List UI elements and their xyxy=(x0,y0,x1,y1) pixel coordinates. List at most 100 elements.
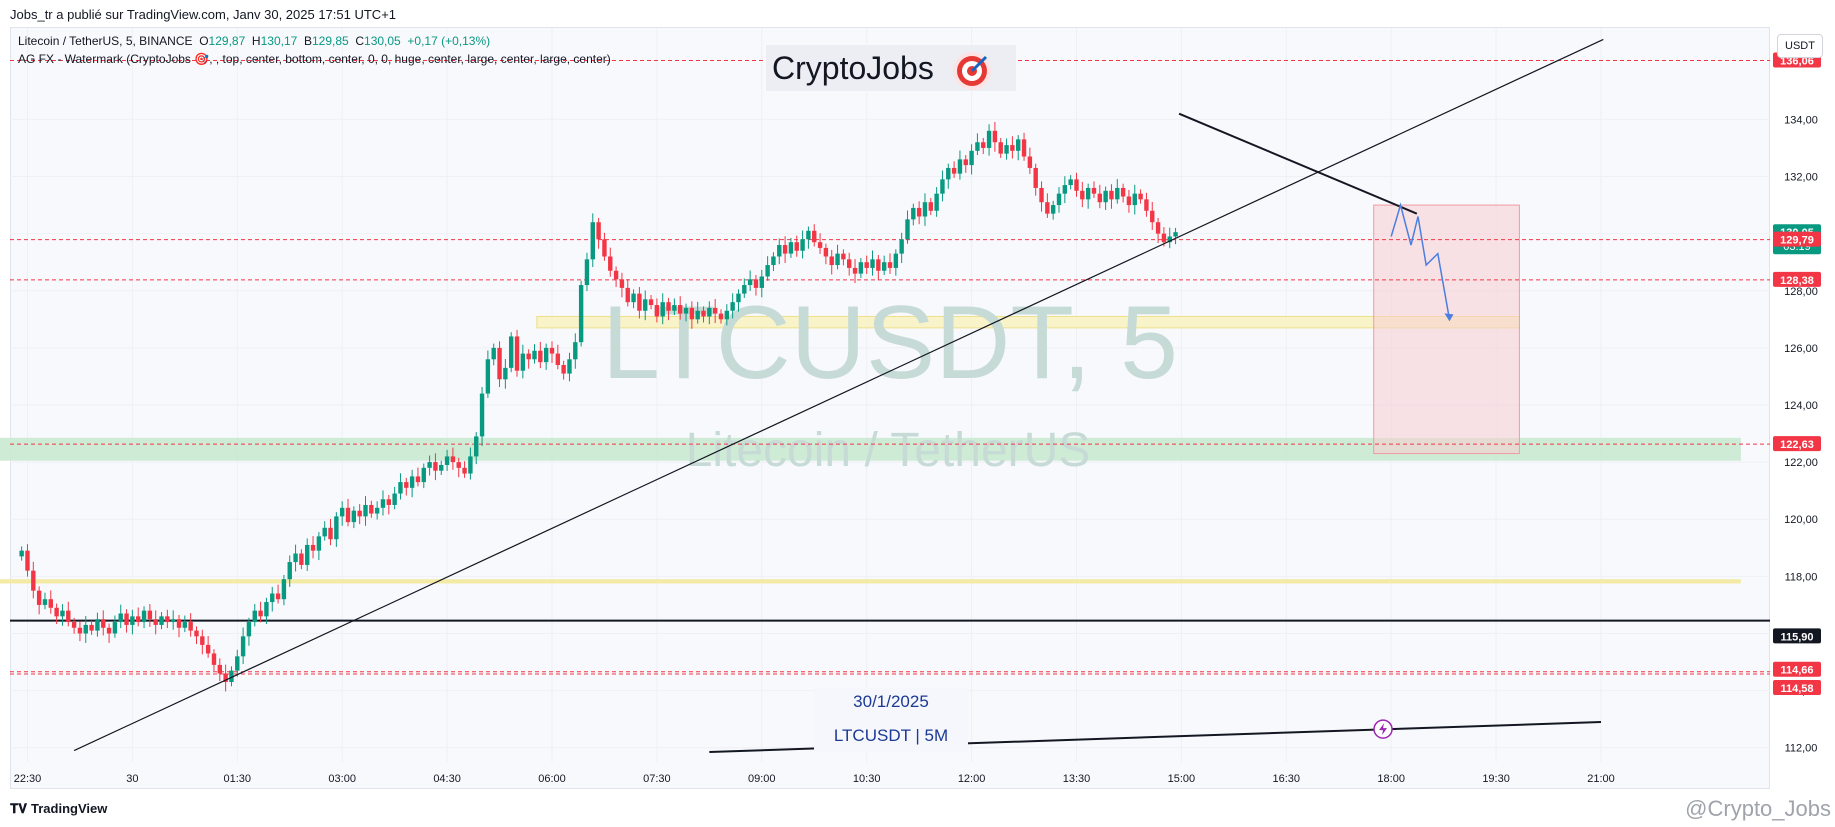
candle-body xyxy=(619,279,625,288)
candle-body xyxy=(281,579,287,600)
candle-body xyxy=(911,207,916,220)
candle-body xyxy=(497,347,502,380)
zone-red xyxy=(1373,204,1520,455)
x-tick-label: 19:30 xyxy=(1482,773,1510,785)
candle-body xyxy=(864,262,869,268)
candle-body xyxy=(759,276,764,288)
candle-body xyxy=(468,456,473,474)
projection-path xyxy=(1390,202,1451,320)
candle-body xyxy=(835,253,840,266)
tv-logo-icon: 𝐓𝐕 xyxy=(10,801,27,816)
candle-body xyxy=(217,664,223,674)
candle-body xyxy=(357,510,362,517)
candle-body xyxy=(112,622,118,634)
candle-body xyxy=(229,670,234,683)
candle-body xyxy=(887,262,893,268)
candle-body xyxy=(54,607,59,617)
candle-body xyxy=(561,365,566,374)
candle-body xyxy=(695,310,700,320)
candle-body xyxy=(753,279,759,288)
price-label-text: 128,38 xyxy=(1780,275,1814,287)
candle-body xyxy=(456,462,461,468)
candle-body xyxy=(975,142,980,151)
candle-body xyxy=(538,350,543,363)
candle-body xyxy=(71,622,77,628)
zone-yellow_thin xyxy=(0,579,1741,584)
candle-body xyxy=(1097,193,1103,203)
target-icon xyxy=(952,51,991,90)
candle-body xyxy=(712,307,718,314)
price-label-text: 136,06 xyxy=(1780,56,1814,68)
candle-body xyxy=(200,636,205,645)
candle-body xyxy=(1155,222,1161,234)
x-tick-label: 01:30 xyxy=(224,773,252,785)
candle-body xyxy=(386,499,392,505)
candle-body xyxy=(876,259,881,271)
candle-body xyxy=(928,202,933,211)
legend-open-label: O xyxy=(199,34,209,48)
candle-body xyxy=(462,467,467,474)
y-tick-label: 128,00 xyxy=(1784,286,1818,298)
candle-body xyxy=(1004,145,1009,154)
candle-body xyxy=(794,242,799,251)
price-label-text: 114,66 xyxy=(1780,665,1813,677)
candle-body xyxy=(444,456,450,465)
candle-body xyxy=(800,239,805,251)
candle-body xyxy=(351,510,357,523)
candle-body xyxy=(392,493,397,505)
candle-body xyxy=(596,222,601,240)
candle-body xyxy=(491,347,496,360)
candle-body xyxy=(474,436,479,457)
candle-body xyxy=(666,302,671,311)
candle-body xyxy=(31,570,36,591)
candle-body xyxy=(1074,179,1079,191)
candle-body xyxy=(380,499,386,508)
symbol-legend: Litecoin / TetherUS, 5, BINANCE O129,87 … xyxy=(18,34,490,48)
candle-body xyxy=(409,476,415,488)
candle-body xyxy=(613,270,619,280)
x-tick-label: 22:30 xyxy=(14,773,42,785)
candle-body xyxy=(1115,187,1120,200)
price-label-tag xyxy=(1773,661,1821,677)
currency-button[interactable]: USDT xyxy=(1777,34,1823,58)
y-tick-label: 120,00 xyxy=(1784,514,1818,526)
candle-body xyxy=(1062,185,1068,194)
candle-body xyxy=(1068,179,1073,186)
candle-body xyxy=(654,305,660,317)
author-credit: @Crypto_Jobs xyxy=(1685,796,1831,821)
watermark-symbol: LTCUSDT, 5 xyxy=(602,285,1178,401)
candle-body xyxy=(147,610,153,620)
candle-body xyxy=(549,347,555,354)
candle-body xyxy=(852,267,858,274)
candle-body xyxy=(1138,193,1143,200)
candle-body xyxy=(235,656,240,671)
candle-body xyxy=(951,167,957,174)
candle-body xyxy=(806,230,811,240)
candle-body xyxy=(1027,156,1033,168)
candle-body xyxy=(415,476,421,483)
candle-body xyxy=(141,610,147,623)
candle-body xyxy=(817,242,823,248)
candle-body xyxy=(42,599,48,605)
candle-body xyxy=(648,299,654,306)
candle-body xyxy=(578,285,584,343)
y-tick-label: 112,00 xyxy=(1785,743,1818,755)
legend-close: 130,05 xyxy=(364,34,401,48)
candle-body xyxy=(992,130,998,143)
candle-body xyxy=(83,624,88,634)
candle-body xyxy=(881,262,887,271)
candle-body xyxy=(339,507,345,517)
x-tick-label: 13:30 xyxy=(1063,773,1091,785)
tradingview-logo[interactable]: 𝐓𝐕 TradingView xyxy=(10,801,107,817)
candle-body xyxy=(520,353,526,371)
candle-body xyxy=(159,616,164,625)
projection-arrowhead xyxy=(1444,313,1454,322)
candle-body xyxy=(899,239,904,254)
candle-body xyxy=(363,504,368,517)
candle-body xyxy=(287,562,292,580)
candle-body xyxy=(567,359,572,374)
candle-body xyxy=(812,230,817,243)
candle-body xyxy=(293,553,298,563)
x-tick-label: 07:30 xyxy=(643,773,671,785)
